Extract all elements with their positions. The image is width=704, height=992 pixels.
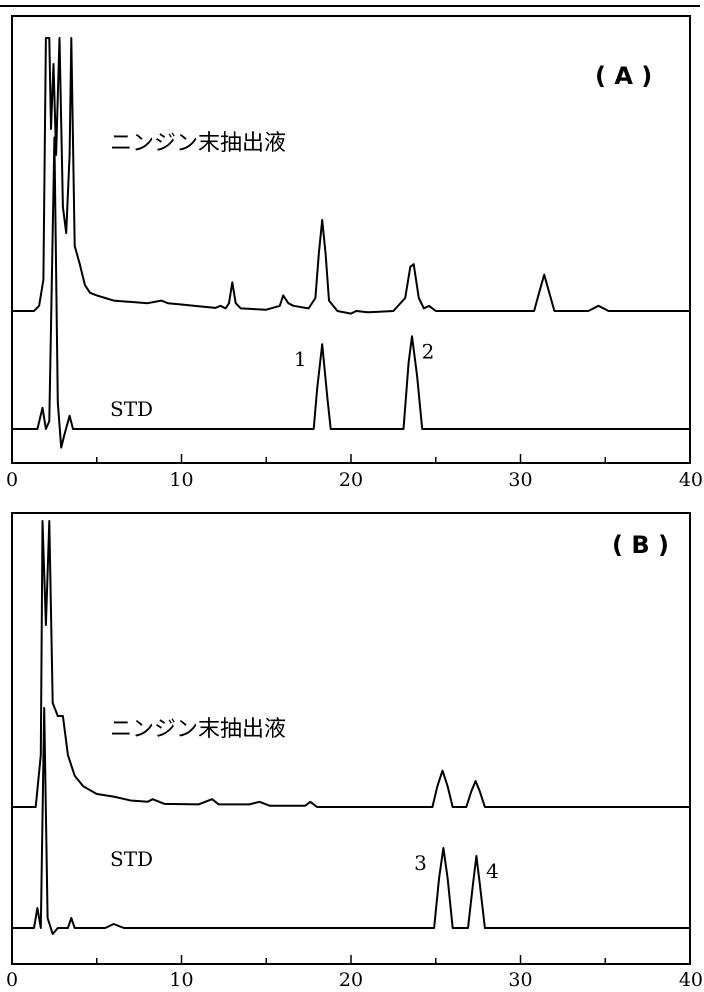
panel-a-trace-sample <box>12 37 690 315</box>
peak-label-2: 2 <box>422 339 435 363</box>
peak-label-1: 1 <box>294 347 307 371</box>
panel-a-x-tick-label: 0 <box>6 469 18 491</box>
panel-a-std-trace-label: STD <box>110 397 153 421</box>
panel-a: ( A ) ニンジン末抽出液 STD 0 10 20 30 40 1 2 <box>6 15 703 491</box>
panel-a-frame <box>11 15 691 464</box>
panel-a-x-tick-label: 20 <box>339 469 363 491</box>
panel-b-x-tick-label: 20 <box>339 969 363 991</box>
peak-label-4: 4 <box>486 859 499 883</box>
panel-b-x-tick-label: 30 <box>508 969 532 991</box>
panel-b: ( B ) ニンジン末抽出液 STD 0 10 20 30 40 3 4 <box>6 512 703 991</box>
panel-a-trace-std <box>12 136 690 449</box>
panel-b-x-tick-label: 0 <box>6 969 18 991</box>
panel-b-sample-trace-label: ニンジン末抽出液 <box>110 717 286 742</box>
panel-a-x-tick-label: 40 <box>679 469 703 491</box>
peak-label-3: 3 <box>414 851 427 875</box>
panel-a-x-tick-label: 30 <box>508 469 532 491</box>
panel-b-trace-std <box>12 707 690 935</box>
panel-a-label: ( A ) <box>595 62 652 90</box>
panel-b-x-tick-label: 40 <box>679 969 703 991</box>
panel-b-label: ( B ) <box>612 531 669 559</box>
panel-a-x-tick-label: 10 <box>169 469 193 491</box>
panel-b-trace-sample <box>12 520 690 808</box>
panel-a-sample-trace-label: ニンジン末抽出液 <box>110 131 286 156</box>
panel-b-std-trace-label: STD <box>110 847 153 871</box>
panel-b-x-tick-label: 10 <box>169 969 193 991</box>
